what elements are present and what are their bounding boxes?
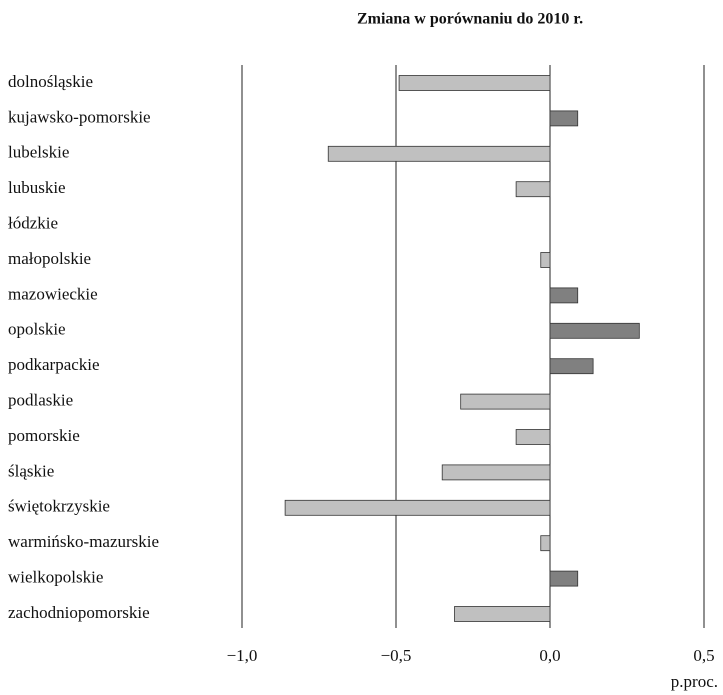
y-tick-label: kujawsko-pomorskie — [8, 107, 151, 126]
y-tick-label: warmińsko-mazurskie — [8, 532, 159, 551]
bar — [549, 358, 594, 375]
bar — [441, 464, 551, 481]
y-tick-label: pomorskie — [8, 426, 80, 445]
y-tick-label: zachodniopomorskie — [8, 603, 150, 622]
bar — [540, 535, 551, 552]
y-tick-label: lubelskie — [8, 143, 69, 162]
y-tick-label: wielkopolskie — [8, 568, 103, 587]
x-tick-label: 0,5 — [693, 646, 714, 665]
bar — [460, 393, 551, 410]
bar — [549, 110, 579, 127]
bar — [549, 570, 579, 587]
y-tick-label: opolskie — [8, 320, 66, 339]
bar — [327, 145, 551, 162]
bar — [515, 181, 551, 198]
y-tick-label: lubuskie — [8, 178, 66, 197]
x-tick-label: −0,5 — [381, 646, 412, 665]
bar — [454, 606, 551, 622]
bar — [540, 252, 551, 268]
y-tick-label: małopolskie — [8, 249, 91, 268]
bar — [549, 322, 640, 339]
y-tick-label: podlaskie — [8, 391, 73, 410]
bar — [398, 75, 551, 91]
x-tick-label: −1,0 — [227, 646, 258, 665]
chart-title: Zmiana w porównaniu do 2010 r. — [357, 11, 583, 28]
x-tick-label: 0,0 — [539, 646, 560, 665]
x-axis-label: p.proc. — [671, 672, 718, 691]
y-tick-label: podkarpackie — [8, 355, 100, 374]
y-tick-label: świętokrzyskie — [8, 497, 110, 516]
bar — [549, 287, 579, 304]
bar — [515, 429, 551, 445]
y-tick-label: mazowieckie — [8, 284, 98, 303]
y-tick-label: łódzkie — [8, 214, 58, 233]
y-tick-label: śląskie — [8, 461, 54, 480]
bar — [284, 499, 551, 516]
y-tick-label: dolnośląskie — [8, 72, 93, 91]
